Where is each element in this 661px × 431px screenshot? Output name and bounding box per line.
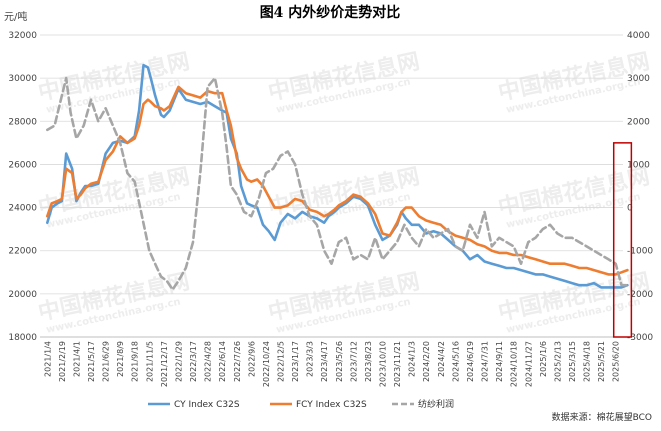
x-tick-label: 2025/2/13 — [553, 341, 562, 382]
x-tick-label: 2022/4/28 — [204, 341, 213, 382]
x-tick-label: 2022/9/6 — [247, 341, 256, 377]
y-right-tick-label: 1000 — [627, 160, 650, 170]
y-left-tick-label: 30000 — [8, 74, 37, 84]
x-tick-label: 2023/3/3 — [306, 341, 315, 377]
x-tick-label: 2023/1/17 — [291, 341, 300, 382]
y-left-tick-label: 20000 — [8, 290, 37, 300]
x-tick-label: 2022/7/26 — [233, 341, 242, 382]
series-line-1 — [45, 63, 629, 289]
gridlines — [40, 34, 623, 338]
legend-label-1: CY Index C32S — [174, 400, 240, 410]
x-tick-label: 2022/3/17 — [189, 341, 198, 382]
x-tick-label: 2021/5/17 — [87, 341, 96, 382]
x-tick-label: 2025/5/21 — [597, 341, 606, 382]
legend: CY Index C32S FCY Index C32S 纺纱利润 — [148, 398, 454, 410]
y-right-tick-label: 3000 — [627, 74, 650, 84]
x-tick-label: 2021/4/1 — [72, 341, 81, 377]
x-tick-label: 2021/2/19 — [58, 341, 67, 382]
x-tick-label: 2024/9/11 — [495, 341, 504, 382]
y-left-tick-label: 28000 — [8, 117, 37, 127]
y-axis-left: 18000 20000 22000 24000 26000 28000 30000 32000 — [8, 31, 37, 343]
x-tick-label: 2024/11/27 — [524, 341, 533, 387]
chart-title: 图4 内外纱价走势对比 — [260, 4, 401, 21]
y-right-tick-label: -3000 — [627, 333, 653, 343]
y-left-tick-label: 18000 — [8, 333, 37, 343]
legend-label-2: FCY Index C32S — [296, 400, 367, 410]
series-layer — [45, 63, 629, 291]
x-tick-label: 2021/12/17 — [160, 341, 169, 387]
y-right-tick-label: -1000 — [627, 247, 653, 257]
x-tick-label: 2021/1/4 — [43, 341, 52, 377]
x-tick-label: 2022/10/24 — [262, 341, 271, 387]
x-tick-label: 2023/11/21 — [393, 341, 402, 387]
x-tick-label: 2024/1/3 — [408, 341, 417, 377]
x-tick-label: 2025/1/6 — [539, 341, 548, 377]
legend-label-3: 纺纱利润 — [418, 398, 454, 410]
x-tick-label: 2025/6/20 — [612, 341, 621, 382]
y-right-tick-label: 2000 — [627, 117, 650, 127]
x-tick-label: 2021/8/9 — [116, 341, 125, 377]
x-tick-label: 2024/6/19 — [466, 341, 475, 382]
y-left-tick-label: 32000 — [8, 31, 37, 41]
x-tick-label: 2024/10/18 — [510, 341, 519, 387]
x-tick-label: 2023/5/26 — [335, 341, 344, 382]
x-tick-label: 2023/10/10 — [379, 341, 388, 387]
series-line-3 — [45, 76, 629, 291]
x-tick-label: 2024/2/20 — [422, 341, 431, 382]
x-tick-label: 2025/3/15 — [568, 341, 577, 382]
y-left-tick-label: 26000 — [8, 160, 37, 170]
y-right-tick-label: 0 — [627, 204, 633, 214]
x-tick-label: 2024/7/31 — [481, 341, 490, 382]
x-tick-label: 2022/12/5 — [276, 341, 285, 382]
x-tick-label: 2023/8/23 — [364, 341, 373, 382]
y-right-tick-label: -2000 — [627, 290, 653, 300]
x-tick-label: 2021/9/18 — [131, 341, 140, 382]
x-tick-label: 2021/6/29 — [102, 341, 111, 382]
x-tick-label: 2023/4/17 — [320, 341, 329, 382]
x-tick-label: 2021/11/5 — [145, 341, 154, 382]
source-note: 数据来源：棉花展望BCO — [552, 411, 652, 423]
x-axis: 2021/1/4 2021/2/19 2021/4/1 2021/5/17 2021/6… — [43, 341, 620, 387]
y-right-tick-label: 4000 — [627, 31, 650, 41]
y-left-tick-label: 22000 — [8, 247, 37, 257]
x-tick-label: 2024/4/2 — [437, 341, 446, 377]
y-left-unit-label: 元/吨 — [4, 10, 27, 23]
y-axis-right: -3000 -2000 -1000 0 1000 2000 3000 4000 — [627, 31, 653, 343]
x-tick-label: 2024/5/16 — [451, 341, 460, 382]
x-tick-label: 2023/7/12 — [349, 341, 358, 382]
series-line-2 — [45, 85, 629, 276]
x-tick-label: 2022/1/29 — [174, 341, 183, 382]
x-tick-label: 2022/6/14 — [218, 341, 227, 382]
highlight-box — [612, 142, 633, 338]
x-tick-label: 2025/4/18 — [583, 341, 592, 382]
y-left-tick-label: 24000 — [8, 204, 37, 214]
